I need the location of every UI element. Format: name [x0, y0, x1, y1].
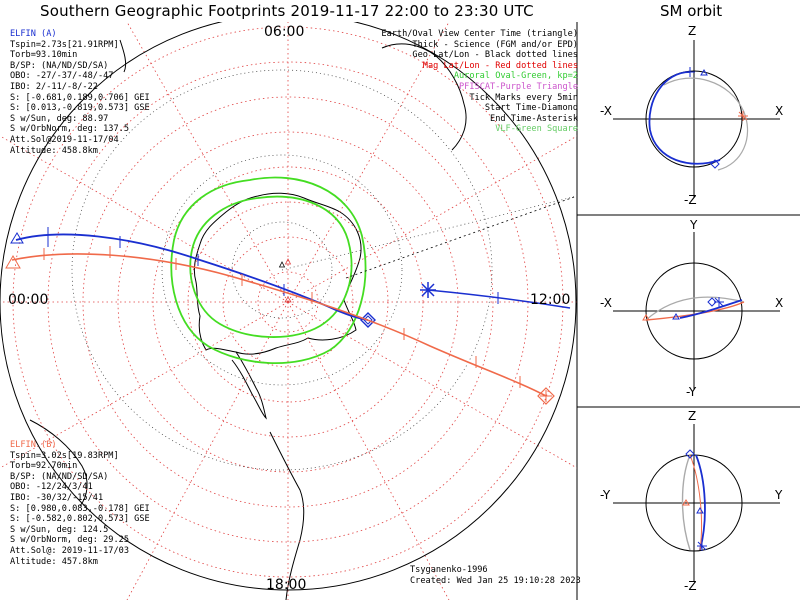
antarctic-peninsula — [231, 351, 267, 420]
legend: Earth/Oval View Center Time (triangle) T… — [381, 29, 578, 135]
info-line: Tspin=2.73s[21.91RPM] — [10, 39, 119, 50]
elfin-a-ticks — [47, 227, 499, 304]
south-america-coast — [269, 431, 305, 600]
sm3-right-label: Y — [775, 488, 783, 502]
info-line: OBO: -27/-37/-48/-47 — [10, 71, 114, 82]
info-line: IBO: -30/32/-15/41 — [10, 492, 104, 503]
info-line: Tspin=3.02s[19.83RPM] — [10, 450, 119, 461]
sm2-right-label: X — [775, 296, 784, 310]
legend-item: Geo Lat/Lon - Black dotted lines — [412, 50, 578, 61]
credits: Tsyganenko-1996 Created: Wed Jan 25 19:1… — [410, 565, 581, 587]
elfin-b-marker-icon — [540, 390, 552, 402]
sm-orbit-title: SM orbit — [660, 2, 723, 20]
info-line: Torb=93.10min — [10, 50, 78, 61]
sm1-left-label: -X — [600, 104, 612, 118]
sm3-left-label: -Y — [600, 488, 611, 502]
info-line: IBO: 2/-11/-8/-22 — [10, 81, 98, 92]
elfin-b-center-triangle-icon — [5, 255, 21, 269]
legend-item: Auroral Oval-Green, kp=2 — [453, 71, 578, 82]
elfin-a-title: ELFIN (A) — [10, 29, 57, 39]
time-label-left: 00:00 — [8, 292, 49, 308]
legend-item: PFISCAT-Purple Triangle — [459, 81, 578, 92]
sm-panel-xy — [613, 232, 780, 390]
info-line: S: [0.013,-0.819,0.573] GSE — [10, 103, 150, 114]
elfin-b-title: ELFIN (B) — [10, 440, 57, 450]
info-line: B/SP: (NA/ND/SD/SA) — [10, 60, 109, 71]
elfin-b-ticks — [43, 246, 521, 388]
elfin-a-center-triangle-icon — [10, 232, 24, 244]
info-line: S: [-0.582,0.802,0.573] GSE — [10, 514, 150, 525]
center-markers — [278, 258, 292, 303]
legend-item: Thick - Science (FGM and/or EPD) — [412, 39, 578, 50]
info-line: B/SP: (NA/ND/SD/SA) — [10, 471, 109, 482]
legend-item: Earth/Oval View Center Time (triangle) — [381, 29, 578, 39]
info-line: Altitude: 457.8km — [10, 556, 98, 567]
center-triangle-icon — [278, 261, 286, 268]
auroral-oval-inner — [189, 195, 353, 338]
auroral-oval — [170, 176, 367, 364]
info-line: S w/OrbNorm, deg: 137.5 — [10, 124, 129, 135]
model-name: Tsyganenko-1996 — [410, 565, 488, 575]
sm3-bottom-label: -Z — [684, 579, 697, 593]
legend-item: End Time-Asterisk — [490, 113, 578, 124]
sm-panel-yz — [613, 424, 780, 582]
sm-earth-circle — [645, 70, 743, 168]
time-label-right: 12:00 — [530, 292, 571, 308]
antarctica-coast — [193, 192, 362, 355]
info-line: S w/OrbNorm, deg: 29.25 — [10, 535, 129, 546]
sm-earth-circle — [645, 454, 743, 552]
sm2-top-label: Y — [690, 218, 698, 232]
sm-earth-circle — [645, 262, 743, 360]
info-line: Altitude: 458.8km — [10, 145, 98, 156]
info-line: S w/Sun, deg: 124.5 — [10, 524, 109, 535]
legend-item: Tick Marks every 5min — [469, 92, 578, 103]
elfin-b-track — [5, 246, 555, 405]
earth-limb — [0, 22, 577, 591]
legend-item: VLF-Green Square — [495, 124, 578, 135]
info-line: Att.Sol@: 2019-11-17/03 — [10, 545, 129, 556]
elfin-a-start-diamond-icon — [360, 312, 376, 328]
mag-grid-meridians — [0, 22, 577, 600]
elfin-a-info: ELFIN (A) Tspin=2.73s[21.91RPM] Torb=93.… — [10, 29, 150, 156]
africa-coast — [381, 43, 467, 151]
sm1-top-label: Z — [688, 24, 697, 38]
page-title: Southern Geographic Footprints 2019-11-1… — [40, 2, 534, 20]
info-line: S: [0.980,0.083,-0.178] GEI — [10, 503, 150, 514]
center-triangle-icon — [284, 258, 292, 265]
info-line: S: [-0.681,0.189,0.706] GEI — [10, 92, 150, 103]
legend-item: Mag Lat/Lon - Red dotted lines — [422, 60, 578, 71]
elfin-a-end-asterisk-icon — [420, 282, 436, 298]
sm-panel-xz — [613, 40, 780, 198]
sm2-bottom-label: -Y — [686, 385, 697, 399]
elfin-a-track — [10, 195, 577, 328]
time-label-top: 06:00 — [264, 24, 305, 40]
info-line: OBO: -12/24/3/41 — [10, 482, 93, 493]
info-line: Torb=92.70min — [10, 461, 78, 472]
sm1-bottom-label: -Z — [684, 193, 697, 207]
elfin-b-info: ELFIN (B) Tspin=3.02s[19.83RPM] Torb=92.… — [10, 440, 150, 567]
sm2-left-label: -X — [600, 296, 612, 310]
elfin-b-start-diamond-icon — [537, 387, 555, 405]
sm1-right-label: X — [775, 104, 784, 118]
madagascar-coast — [119, 39, 127, 73]
time-label-bottom: 18:00 — [266, 577, 307, 593]
australia-coast — [29, 419, 88, 507]
coastlines — [29, 39, 467, 600]
auroral-oval-outer — [170, 176, 367, 364]
mag-pole-triangle-icon — [284, 296, 292, 303]
created-timestamp: Created: Wed Jan 25 19:10:28 2023 — [410, 576, 581, 586]
legend-item: Start Time-Diamond — [484, 103, 578, 114]
info-line: Att.Sol@2019-11-17/04 — [10, 134, 119, 145]
sm3-top-label: Z — [688, 409, 697, 423]
info-line: S w/Sun, deg: 88.97 — [10, 113, 109, 124]
geo-grid — [71, 69, 577, 471]
